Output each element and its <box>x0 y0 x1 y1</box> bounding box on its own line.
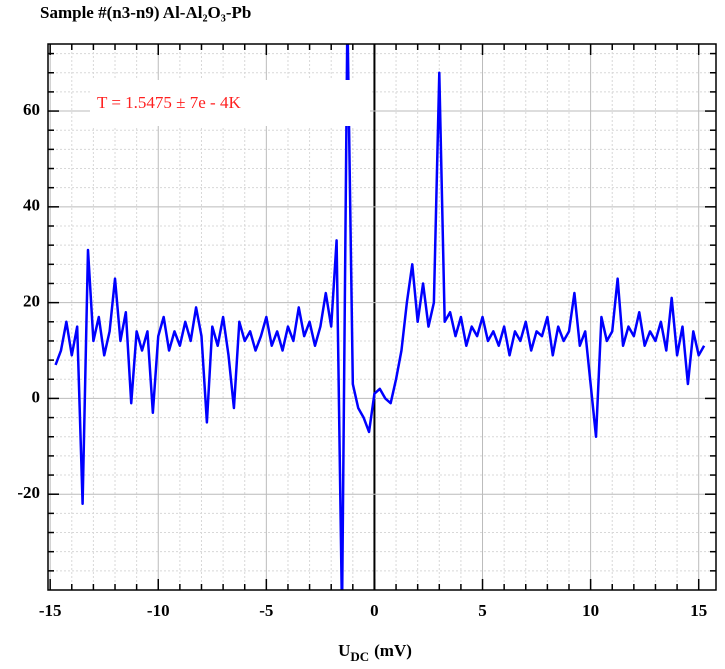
y-tick-label: 0 <box>32 387 41 406</box>
ticks <box>48 44 716 590</box>
x-tick-label: 0 <box>370 601 379 620</box>
x-tick-label: -10 <box>147 601 170 620</box>
chart-title: Sample #(n3-n9) Al-Al₂O₃-Pb <box>40 3 251 22</box>
data-line <box>54 44 706 590</box>
y-tick-label: -20 <box>17 483 40 502</box>
x-tick-label: -5 <box>259 601 273 620</box>
annotation-box <box>90 80 370 126</box>
y-tick-label: 60 <box>23 100 40 119</box>
x-label-unit: (mV) <box>374 641 412 660</box>
plot-frame <box>47 43 717 591</box>
x-tick-label: 15 <box>690 601 707 620</box>
x-axis-label: UDC (mV) <box>338 641 412 664</box>
x-label-sub: DC <box>350 649 369 664</box>
y-tick-label: 40 <box>23 196 40 215</box>
x-tick-label: 5 <box>478 601 487 620</box>
x-tick-label: 10 <box>582 601 599 620</box>
y-tick-label: 20 <box>23 292 40 311</box>
annotation: T = 1.5475 ± 7e - 4K <box>97 93 241 112</box>
plot-area <box>54 44 706 590</box>
x-tick-label: -15 <box>39 601 62 620</box>
x-label-main: U <box>338 641 350 660</box>
